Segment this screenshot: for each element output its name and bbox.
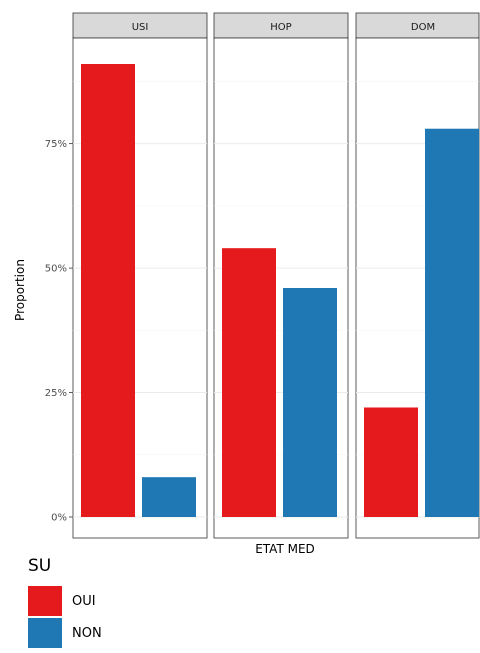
y-tick-label: 0% <box>51 513 67 524</box>
legend-key-oui <box>28 586 62 616</box>
y-axis: 0% 25% 50% 75% <box>45 139 73 524</box>
y-tick-label: 75% <box>45 139 67 150</box>
legend-title: SU <box>28 556 52 576</box>
strip-hop <box>213 12 349 39</box>
y-tick-label: 25% <box>45 388 67 399</box>
y-axis-title: Proportion <box>13 259 27 321</box>
bar-dom-oui <box>364 407 418 517</box>
bar-hop-oui <box>222 248 276 517</box>
bar-dom-non <box>425 128 479 517</box>
strip-label-dom: DOM <box>411 22 435 33</box>
strip-usi <box>72 12 208 39</box>
legend-label-oui: OUI <box>72 593 96 609</box>
legend: SU OUI NON <box>28 556 102 650</box>
legend-item-non: NON <box>28 618 102 648</box>
bar-usi-oui <box>81 64 135 517</box>
strip-dom <box>355 12 480 39</box>
y-tick-label: 50% <box>45 264 67 275</box>
bar-usi-non <box>142 477 196 517</box>
facet-panel-dom: DOM <box>355 12 480 539</box>
facet-panel-usi: USI <box>72 12 208 539</box>
x-axis-title: ETAT MED <box>255 542 315 556</box>
strip-label-hop: HOP <box>270 22 291 33</box>
strip-label-usi: USI <box>132 22 149 33</box>
legend-key-non <box>28 618 62 648</box>
legend-label-non: NON <box>72 625 102 641</box>
bar-hop-non <box>283 288 337 517</box>
facet-panel-hop: HOP <box>213 12 349 539</box>
legend-item-oui: OUI <box>28 586 102 616</box>
facet-panels: USI HOP DOM <box>72 12 480 539</box>
